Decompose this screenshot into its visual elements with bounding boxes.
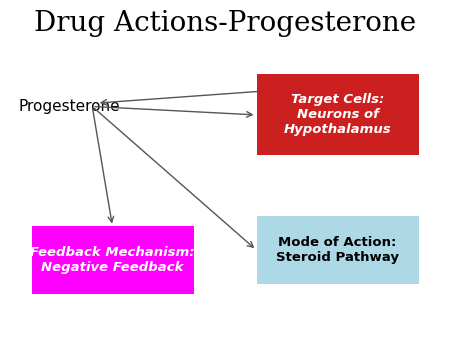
FancyBboxPatch shape xyxy=(256,74,419,155)
Text: Feedback Mechanism:
Negative Feedback: Feedback Mechanism: Negative Feedback xyxy=(30,246,195,274)
Text: Target Cells:
Neurons of
Hypothalamus: Target Cells: Neurons of Hypothalamus xyxy=(284,93,392,137)
Text: Drug Actions-Progesterone: Drug Actions-Progesterone xyxy=(34,10,416,37)
FancyBboxPatch shape xyxy=(256,216,419,284)
FancyBboxPatch shape xyxy=(32,226,194,294)
Text: Mode of Action:
Steroid Pathway: Mode of Action: Steroid Pathway xyxy=(276,236,399,264)
Text: Progesterone: Progesterone xyxy=(18,99,120,114)
